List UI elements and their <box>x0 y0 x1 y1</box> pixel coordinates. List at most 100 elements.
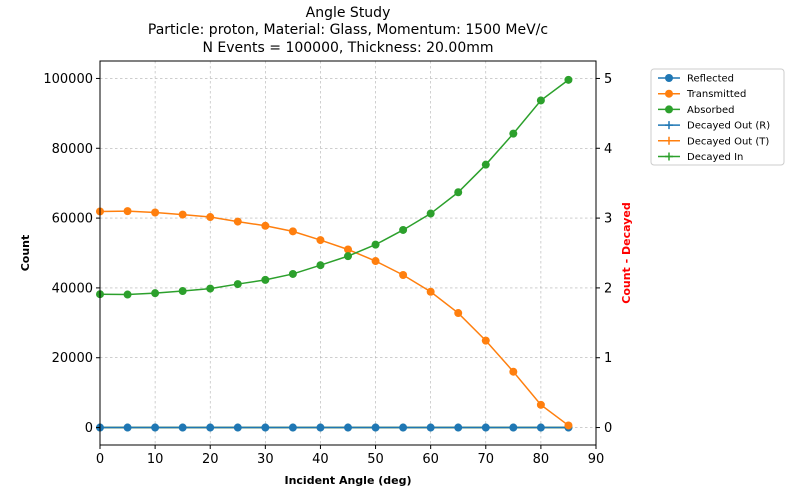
data-point-absorbed <box>178 287 187 296</box>
data-point-reflected <box>233 423 242 432</box>
y-tick-label-right: 4 <box>604 142 612 157</box>
data-point-transmitted <box>426 287 435 296</box>
data-point-absorbed <box>399 225 408 234</box>
data-point-transmitted <box>178 210 187 219</box>
data-point-transmitted <box>564 421 573 430</box>
legend-item-absorbed: Absorbed <box>658 105 734 116</box>
y-tick-label-left: 60000 <box>52 212 93 227</box>
data-point-absorbed <box>426 209 435 218</box>
legend-label-decayed-out-t: Decayed Out (T) <box>687 136 769 147</box>
y-axis-label-left: Count <box>19 235 32 272</box>
y-tick-label-right: 2 <box>604 281 612 296</box>
series-absorbed <box>96 75 573 299</box>
y-tick-label-right: 1 <box>604 351 612 366</box>
y-tick-label-left: 80000 <box>52 142 93 157</box>
data-point-absorbed <box>344 252 352 261</box>
y-tick-label-left: 20000 <box>52 351 93 366</box>
legend-marker-absorbed <box>665 105 673 114</box>
chart-subtitle-events: N Events = 100000, Thickness: 20.00mm <box>202 40 493 56</box>
x-tick-label: 30 <box>257 452 274 467</box>
data-point-absorbed <box>123 290 132 299</box>
x-tick-label: 40 <box>312 452 329 467</box>
legend-label-transmitted: Transmitted <box>686 89 746 100</box>
data-point-transmitted <box>261 221 270 230</box>
data-point-transmitted <box>454 309 463 318</box>
legend-label-decayed-in: Decayed In <box>687 152 743 163</box>
y-tick-label-right: 5 <box>604 72 612 87</box>
data-point-transmitted <box>399 270 408 279</box>
y-tick-label-right: 3 <box>604 212 612 227</box>
y-axis-label-right: Count - Decayed <box>620 202 633 303</box>
x-tick-label: 70 <box>478 452 495 467</box>
data-point-transmitted <box>206 213 215 222</box>
legend-item-transmitted: Transmitted <box>658 89 746 100</box>
x-tick-label: 50 <box>367 452 384 467</box>
data-point-reflected <box>344 423 352 432</box>
data-point-reflected <box>151 423 160 432</box>
data-point-reflected <box>536 423 545 432</box>
data-point-transmitted <box>481 336 490 345</box>
y-tick-label-left: 40000 <box>52 281 93 296</box>
legend-marker-decayed-out-r <box>665 121 673 130</box>
legend-marker-decayed-in <box>665 152 673 161</box>
data-point-reflected <box>206 423 215 432</box>
y-tick-label-right: 0 <box>604 421 612 436</box>
series-reflected <box>96 423 573 432</box>
data-point-reflected <box>316 423 325 432</box>
legend-item-decayed-out-t: Decayed Out (T) <box>658 136 769 147</box>
x-tick-label: 90 <box>588 452 605 467</box>
legend-marker-decayed-out-t <box>665 136 673 145</box>
data-point-absorbed <box>233 280 242 289</box>
series-line-absorbed <box>99 79 569 296</box>
legend-item-reflected: Reflected <box>658 74 734 85</box>
legend-label-decayed-out-r: Decayed Out (R) <box>687 121 770 132</box>
x-tick-label: 10 <box>147 452 164 467</box>
legend-label-absorbed: Absorbed <box>687 105 734 116</box>
legend-label-reflected: Reflected <box>687 74 734 85</box>
data-point-reflected <box>288 423 297 432</box>
data-point-reflected <box>399 423 408 432</box>
data-point-reflected <box>123 423 132 432</box>
data-point-absorbed <box>206 284 215 293</box>
legend-item-decayed-out-r: Decayed Out (R) <box>658 121 770 132</box>
x-tick-label: 0 <box>96 452 104 467</box>
data-point-absorbed <box>509 129 518 138</box>
data-point-reflected <box>178 423 187 432</box>
data-point-transmitted <box>123 207 132 216</box>
y-tick-label-left: 0 <box>85 421 93 436</box>
data-point-absorbed <box>288 269 297 278</box>
data-point-absorbed <box>536 96 545 105</box>
data-point-reflected <box>509 423 518 432</box>
data-point-transmitted <box>316 236 325 245</box>
x-axis-ticks: 0 10 20 30 40 50 60 70 80 90 <box>96 445 604 467</box>
data-point-reflected <box>371 423 380 432</box>
legend-item-decayed-in: Decayed In <box>658 152 743 163</box>
data-point-absorbed <box>371 240 380 249</box>
x-tick-label: 80 <box>533 452 550 467</box>
data-point-transmitted <box>509 367 518 376</box>
legend-box <box>650 68 785 166</box>
x-tick-label: 60 <box>422 452 439 467</box>
data-point-transmitted <box>288 227 297 236</box>
data-point-absorbed <box>261 275 270 284</box>
legend-marker-reflected <box>665 74 673 82</box>
x-axis-label: Incident Angle (deg) <box>284 474 411 487</box>
data-point-reflected <box>454 423 463 432</box>
data-point-transmitted <box>536 400 545 409</box>
y-axis-ticks-left: 0 20000 40000 60000 80000 100000 <box>43 72 100 436</box>
plot-frame <box>99 60 597 446</box>
chart-title: Angle Study <box>306 5 391 21</box>
data-point-transmitted <box>151 208 160 217</box>
y-axis-ticks-right: 0 1 2 3 4 5 <box>596 72 612 436</box>
chart-subtitle-particle: Particle: proton, Material: Glass, Momen… <box>148 22 548 38</box>
data-point-absorbed <box>481 160 490 169</box>
y-tick-label-left: 100000 <box>43 72 93 87</box>
data-point-absorbed <box>564 75 573 84</box>
data-point-absorbed <box>151 289 160 298</box>
data-point-absorbed <box>454 188 463 197</box>
legend: Reflected Transmitted Absorbed Decayed Out … <box>658 74 770 163</box>
data-point-transmitted <box>233 217 242 226</box>
data-point-absorbed <box>316 261 325 270</box>
data-point-transmitted <box>344 245 352 254</box>
